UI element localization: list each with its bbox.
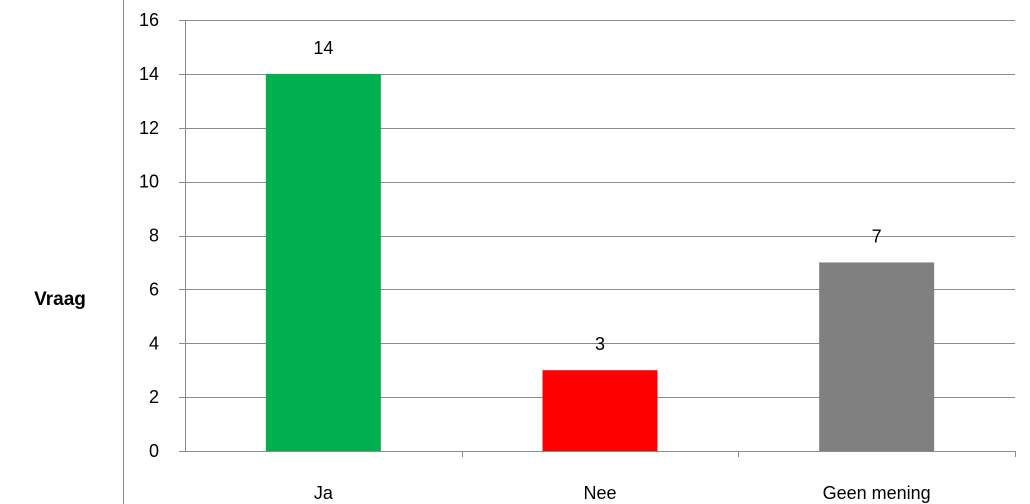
bar-geen-mening	[819, 262, 935, 451]
y-tick-label: 16	[139, 10, 159, 30]
y-tick-label: 2	[149, 387, 159, 407]
bar-nee	[542, 370, 658, 451]
x-tick-label: Nee	[583, 483, 616, 503]
data-label: 7	[872, 226, 882, 246]
y-tick-label: 6	[149, 279, 159, 299]
y-tick-label: 4	[149, 333, 159, 353]
y-tick-label: 8	[149, 226, 159, 246]
x-tick-label: Geen mening	[823, 483, 931, 503]
bars	[265, 73, 935, 451]
x-axis: Ja Nee Geen mening	[185, 20, 1016, 503]
row-label: Vraag	[34, 289, 86, 310]
data-label: 14	[313, 38, 333, 58]
bar-ja	[265, 73, 381, 451]
y-tick-label: 12	[139, 118, 159, 138]
y-tick-label: 0	[149, 441, 159, 461]
data-labels: 14 3 7	[313, 38, 881, 354]
y-axis-ticks: 0 2 4 6 8 10 12 14 16	[139, 10, 185, 461]
y-tick-label: 10	[139, 172, 159, 192]
y-tick-label: 14	[139, 64, 159, 84]
data-label: 3	[595, 334, 605, 354]
x-tick-label: Ja	[314, 483, 334, 503]
